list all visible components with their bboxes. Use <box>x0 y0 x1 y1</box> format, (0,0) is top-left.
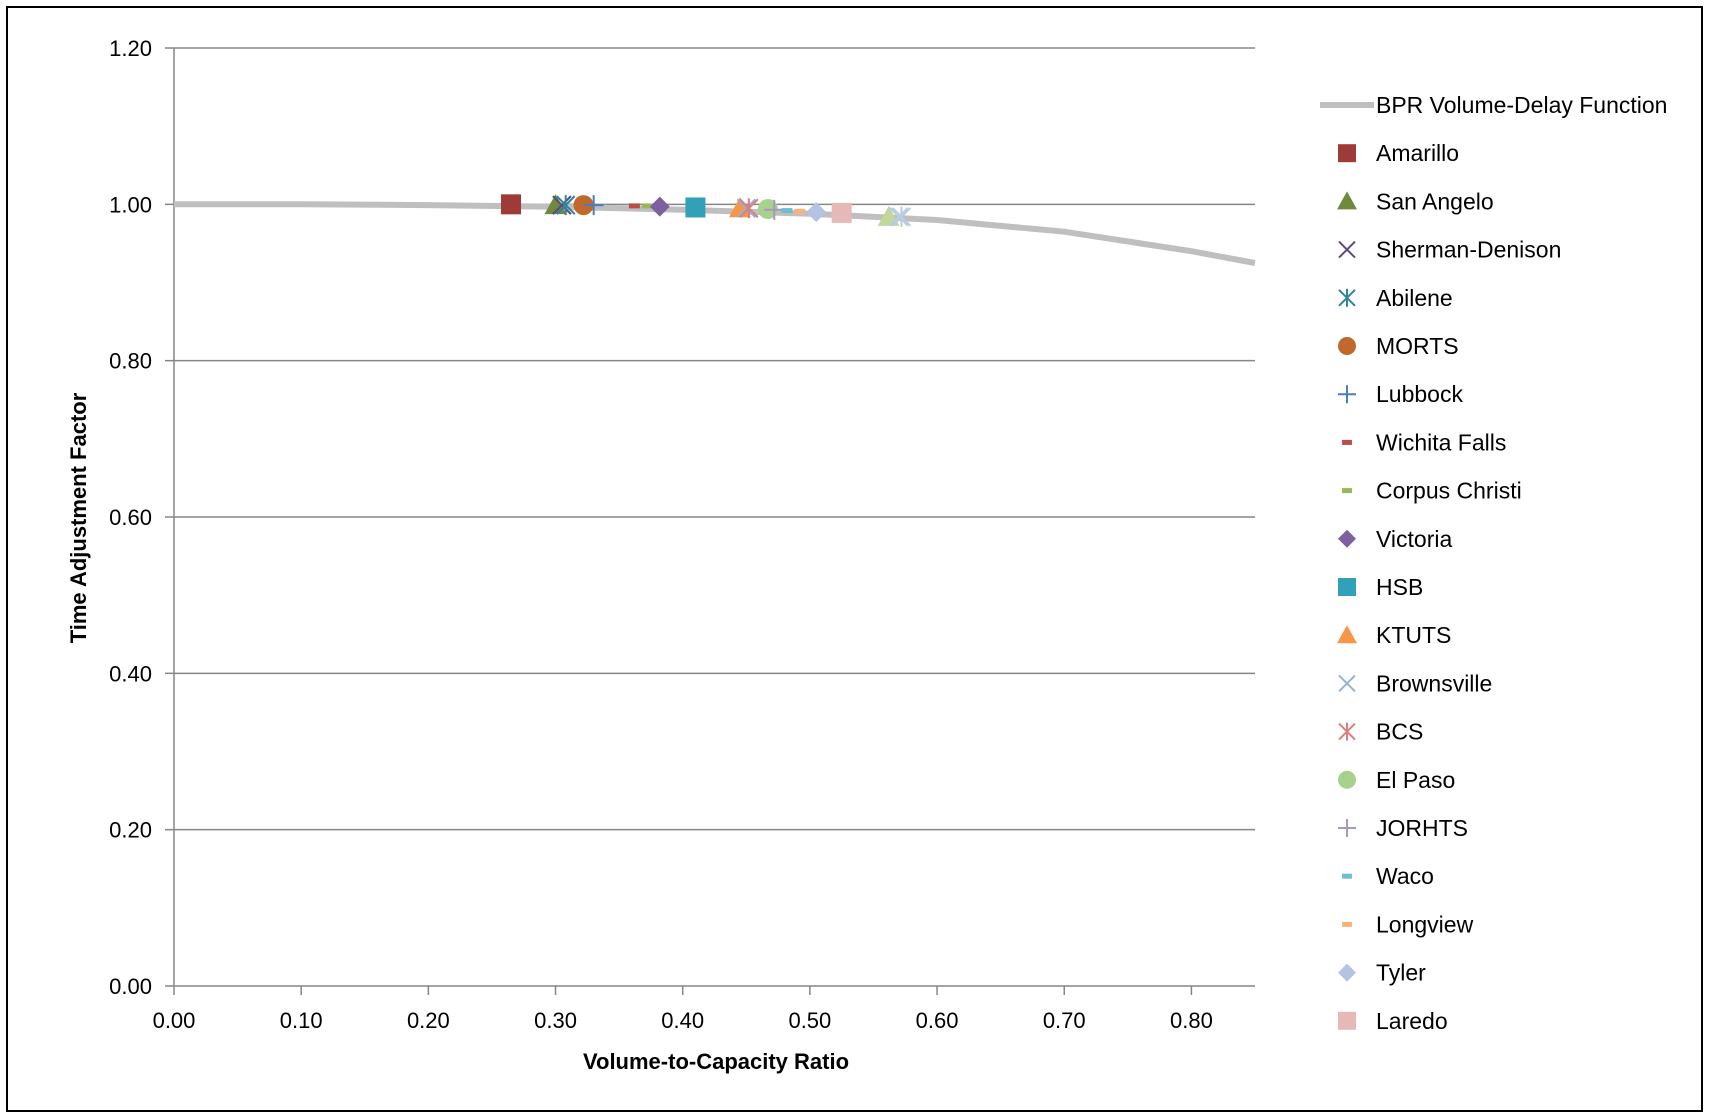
legend-label-tyler: Tyler <box>1376 960 1426 986</box>
x-tick-label: 0.00 <box>153 1008 196 1033</box>
legend-swatch-el-paso <box>1338 770 1356 789</box>
legend-swatch-tyler <box>1338 963 1356 982</box>
axes <box>165 47 1255 995</box>
point-abilene <box>555 195 576 216</box>
legend-swatch-brownsville <box>1338 674 1356 693</box>
legend-swatch-corpus-christi <box>1342 488 1352 494</box>
bpr-curve <box>174 201 1256 266</box>
legend-label-bcs: BCS <box>1376 719 1423 745</box>
y-tick-label: 0.40 <box>109 661 152 686</box>
bpr-line <box>174 201 1256 266</box>
y-axis-title: Time Adjustment Factor <box>66 392 91 643</box>
point-unlabeled <box>889 207 909 227</box>
x-tick-label: 0.40 <box>661 1008 704 1033</box>
point-tyler <box>806 202 827 223</box>
legend-label-san-angelo: San Angelo <box>1376 188 1494 214</box>
legend-swatch-morts <box>1338 337 1356 355</box>
point-jorhts <box>764 199 785 220</box>
point-laredo <box>831 202 852 223</box>
legend-swatch-hsb <box>1338 578 1356 596</box>
legend-swatch-jorhts <box>1338 819 1356 837</box>
x-tick-label: 0.70 <box>1043 1008 1086 1033</box>
legend-swatch-laredo <box>1338 1011 1356 1030</box>
x-axis-title: Volume-to-Capacity Ratio <box>583 1049 849 1074</box>
legend-label-wichita-falls: Wichita Falls <box>1376 429 1506 455</box>
legend-label-bpr: BPR Volume-Delay Function <box>1376 92 1667 118</box>
point-unlabeled <box>891 206 912 227</box>
legend-label-laredo: Laredo <box>1376 1008 1448 1034</box>
y-tick-label: 0.20 <box>109 818 152 843</box>
legend-label-hsb: HSB <box>1376 574 1423 600</box>
point-victoria <box>649 196 670 217</box>
legend-label-lubbock: Lubbock <box>1376 381 1463 407</box>
point-longview <box>794 208 806 214</box>
x-tick-labels: 0.00 0.10 0.20 0.30 0.40 0.50 0.60 0.70 0.80 <box>153 1008 1213 1033</box>
point-morts <box>573 195 594 216</box>
x-tick-label: 0.60 <box>916 1008 959 1033</box>
point-sherman-denison <box>552 195 572 215</box>
legend-swatch-bcs <box>1338 722 1356 741</box>
legend-swatch-victoria <box>1338 529 1356 548</box>
legend-swatch-sherman-denison <box>1338 240 1356 259</box>
chart-frame <box>6 6 1703 1112</box>
legend-swatch-ktuts <box>1337 625 1357 644</box>
point-waco <box>781 208 793 214</box>
legend-label-jorhts: JORHTS <box>1376 815 1468 841</box>
gridlines <box>174 47 1255 831</box>
point-corpus-christi <box>641 203 653 209</box>
y-tick-label: 0.60 <box>109 505 152 530</box>
y-tick-label: 0.80 <box>109 349 152 374</box>
x-tick-label: 0.20 <box>407 1008 450 1033</box>
legend-swatch-amarillo <box>1338 144 1356 163</box>
legend-label-morts: MORTS <box>1376 333 1459 359</box>
legend-label-ktuts: KTUTS <box>1376 622 1451 648</box>
legend-label-brownsville: Brownsville <box>1376 670 1492 696</box>
point-amarillo <box>501 194 522 215</box>
x-tick-label: 0.10 <box>280 1008 323 1033</box>
y-tick-label: 1.00 <box>109 192 152 217</box>
point-wichita-falls <box>628 203 640 209</box>
legend: BPR Volume-Delay Function Amarillo San Ang… <box>1320 92 1667 1034</box>
x-tick-label: 0.80 <box>1170 1008 1213 1033</box>
legend-swatch-longview <box>1342 921 1352 927</box>
data-points <box>501 194 912 227</box>
legend-swatch-lubbock <box>1338 385 1356 404</box>
point-lubbock <box>583 195 604 216</box>
legend-swatch-wichita-falls <box>1342 439 1352 445</box>
legend-label-longview: Longview <box>1376 911 1474 937</box>
legend-label-waco: Waco <box>1376 863 1434 889</box>
legend-swatch-abilene <box>1338 288 1356 307</box>
legend-label-amarillo: Amarillo <box>1376 140 1459 166</box>
x-tick-label: 0.50 <box>788 1008 831 1033</box>
legend-label-sherman-denison: Sherman-Denison <box>1376 237 1561 263</box>
point-brownsville <box>736 198 757 218</box>
point-bcs <box>739 198 759 219</box>
legend-label-el-paso: El Paso <box>1376 767 1455 793</box>
y-tick-label: 0.00 <box>109 974 152 999</box>
legend-swatch-san-angelo <box>1337 191 1357 210</box>
y-tick-label: 1.20 <box>109 36 152 61</box>
legend-label-victoria: Victoria <box>1376 526 1452 552</box>
point-hsb <box>685 197 706 218</box>
legend-label-corpus-christi: Corpus Christi <box>1376 478 1522 504</box>
legend-label-abilene: Abilene <box>1376 285 1453 311</box>
y-tick-labels: 0.00 0.20 0.40 0.60 0.80 1.00 1.20 <box>109 36 152 999</box>
x-tick-label: 0.30 <box>534 1008 577 1033</box>
legend-swatch-waco <box>1342 873 1352 879</box>
